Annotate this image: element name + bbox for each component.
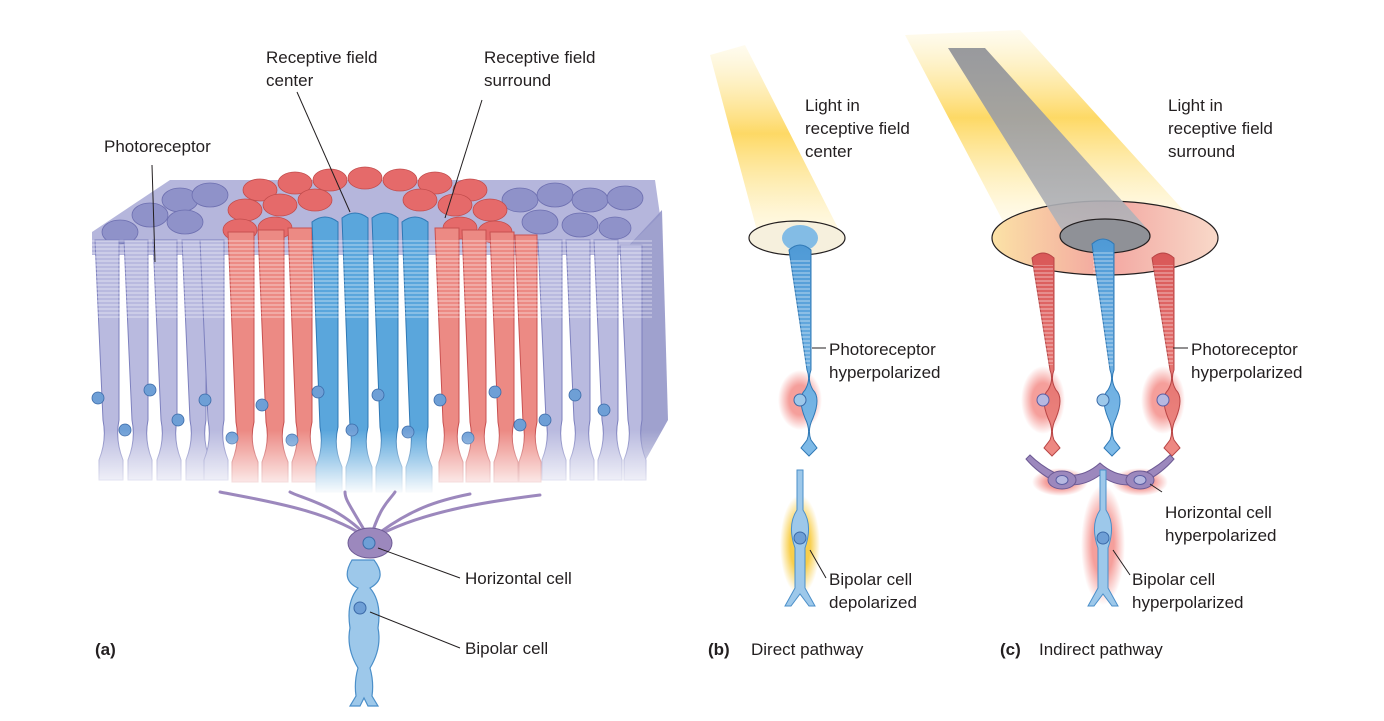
top-cell-bumps-red <box>222 166 513 244</box>
horizontal-cell-c-left-nucleus <box>1055 475 1069 485</box>
label-horizontal-c: Horizontal cell hyperpolarized <box>1165 503 1277 545</box>
label-bipolar-b: Bipolar cell depolarized <box>829 570 917 612</box>
label-light-center: Light in receptive field center <box>805 96 910 161</box>
label-light-surround: Light in receptive field surround <box>1168 96 1273 161</box>
panel-b-direct-pathway <box>710 45 846 607</box>
panel-c-letter: (c) <box>1000 640 1021 659</box>
panel-c-caption: Indirect pathway <box>1039 640 1163 659</box>
bipolar-cell-nucleus-a <box>353 601 367 615</box>
horizontal-cell-dendrites <box>218 490 542 542</box>
bipolar-c-nucleus <box>1096 531 1110 545</box>
panel-b-leader-lines <box>809 347 827 579</box>
label-receptive-field-surround: Receptive field surround <box>484 48 596 90</box>
bipolar-cell-a <box>346 559 381 707</box>
receptive-field-center-b <box>782 225 818 251</box>
horizontal-cell-c-right-nucleus <box>1133 475 1147 485</box>
panel-b-letter: (b) <box>708 640 730 659</box>
label-photoreceptor-b: Photoreceptor hyperpolarized <box>829 340 941 382</box>
label-photoreceptor-c: Photoreceptor hyperpolarized <box>1191 340 1303 382</box>
shadow-beam-center <box>948 48 1150 235</box>
photoreceptor-b-nucleus <box>793 393 807 407</box>
photoreceptor-b-stripes <box>790 258 810 368</box>
photoreceptor-c-left-stripes <box>1033 265 1053 365</box>
photoreceptor-c-right-stripes <box>1153 265 1173 365</box>
label-photoreceptor-a: Photoreceptor <box>104 137 211 156</box>
outer-segment-stripes <box>92 240 652 320</box>
label-receptive-field-center: Receptive field center <box>266 48 378 90</box>
light-beam-center <box>710 45 840 242</box>
panel-a-retina-block <box>85 166 675 707</box>
label-bipolar-cell-a: Bipolar cell <box>465 639 549 658</box>
label-bipolar-c: Bipolar cell hyperpolarized <box>1132 570 1244 612</box>
top-cell-bumps-purple <box>101 182 644 245</box>
panel-c-leader-lines <box>1112 347 1188 576</box>
horizontal-cell-nucleus-a <box>362 536 376 550</box>
photoreceptor-c-center-nucleus <box>1096 393 1110 407</box>
photoreceptor-c-center-stripes <box>1093 252 1113 368</box>
panel-b-caption: Direct pathway <box>751 640 864 659</box>
panel-a-leader-lines <box>151 91 483 649</box>
photoreceptor-c-right-nucleus <box>1156 393 1170 407</box>
label-horizontal-cell-a: Horizontal cell <box>465 569 572 588</box>
panel-a-letter: (a) <box>95 640 116 659</box>
retina-bottom-fade <box>85 430 675 495</box>
photoreceptor-c-left-nucleus <box>1036 393 1050 407</box>
panel-c-indirect-pathway <box>905 30 1219 607</box>
bipolar-b-nucleus <box>793 531 807 545</box>
